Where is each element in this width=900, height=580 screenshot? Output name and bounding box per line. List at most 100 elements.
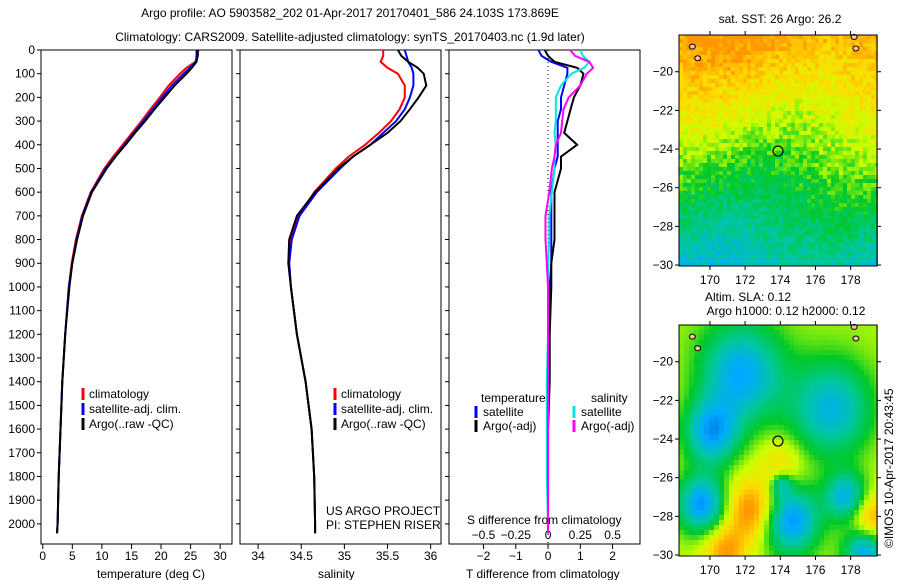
map-cell [844, 375, 849, 380]
map-cell [839, 263, 843, 267]
map-cell [687, 183, 691, 187]
map-cell [803, 151, 807, 155]
map-cell [747, 67, 751, 71]
map-cell [759, 255, 763, 259]
map-cell [679, 247, 683, 251]
map-cell [691, 139, 695, 143]
map-cell [699, 207, 703, 211]
map-cell [791, 127, 795, 131]
map-cell [799, 243, 803, 247]
map-cell [715, 259, 719, 263]
map-cell [867, 263, 871, 267]
map-cell [839, 163, 843, 167]
map-cell [771, 251, 775, 255]
map-cell [804, 415, 809, 420]
map-cell [839, 380, 844, 385]
map-cell [775, 259, 779, 263]
map-cell [709, 355, 714, 360]
map-cell [803, 247, 807, 251]
map-cell [823, 219, 827, 223]
map-cell [767, 235, 771, 239]
map-cell [795, 255, 799, 259]
map-cell [799, 87, 803, 91]
map-cell [719, 390, 724, 395]
map-cell [819, 540, 824, 545]
map-cell [859, 39, 863, 43]
map-cell [751, 63, 755, 67]
map-cell [803, 143, 807, 147]
map-cell [847, 59, 851, 63]
argo-position-marker [772, 145, 784, 157]
map-cell [679, 163, 683, 167]
map-cell [679, 191, 683, 195]
map-cell [787, 67, 791, 71]
map-cell [694, 550, 699, 555]
map-cell [827, 51, 831, 55]
map-cell [694, 475, 699, 480]
map-cell [844, 475, 849, 480]
map-cell [811, 91, 815, 95]
map-cell [759, 395, 764, 400]
map-cell [834, 360, 839, 365]
map-cell [743, 159, 747, 163]
map-cell [835, 115, 839, 119]
map-cell [854, 510, 859, 515]
map-cell [799, 330, 804, 335]
map-cell [794, 325, 799, 330]
map-cell [864, 480, 869, 485]
map-cell [867, 235, 871, 239]
map-cell [687, 63, 691, 67]
map-cell [694, 460, 699, 465]
map-cell [827, 195, 831, 199]
map-cell [709, 545, 714, 550]
map-cell [724, 330, 729, 335]
map-cell [683, 259, 687, 263]
map-cell [755, 51, 759, 55]
map-cell [859, 235, 863, 239]
map-cell [783, 91, 787, 95]
map-cell [809, 470, 814, 475]
map-cell [747, 191, 751, 195]
map-cell [799, 159, 803, 163]
map-cell [755, 39, 759, 43]
map-cell [851, 255, 855, 259]
map-cell [759, 247, 763, 251]
map-cell [703, 239, 707, 243]
map-cell [849, 345, 854, 350]
map-cell [704, 500, 709, 505]
map-cell [779, 540, 784, 545]
map-cell [824, 345, 829, 350]
map-cell [795, 91, 799, 95]
map-cell [739, 400, 744, 405]
map-cell [723, 203, 727, 207]
map-cell [824, 500, 829, 505]
map-cell [789, 405, 794, 410]
map-cell [704, 480, 709, 485]
map-cell [719, 199, 723, 203]
map-cell [863, 191, 867, 195]
map-cell [809, 325, 814, 330]
map-cell [827, 227, 831, 231]
map-cell [739, 83, 743, 87]
map-cell [835, 55, 839, 59]
map-cell [829, 470, 834, 475]
map-cell [754, 450, 759, 455]
map-cell [784, 550, 789, 555]
map-cell [739, 63, 743, 67]
map-cell [694, 510, 699, 515]
map-cell [827, 203, 831, 207]
map-cell [775, 35, 779, 39]
map-cell [739, 123, 743, 127]
map-cell [803, 39, 807, 43]
map-cell [799, 155, 803, 159]
map-cell [763, 147, 767, 151]
map-cell [763, 235, 767, 239]
map-cell [809, 415, 814, 420]
map-cell [731, 227, 735, 231]
map-cell [735, 167, 739, 171]
island-marker [688, 333, 696, 340]
map-cell [714, 325, 719, 330]
map-cell [795, 131, 799, 135]
map-cell [711, 179, 715, 183]
map-cell [849, 440, 854, 445]
